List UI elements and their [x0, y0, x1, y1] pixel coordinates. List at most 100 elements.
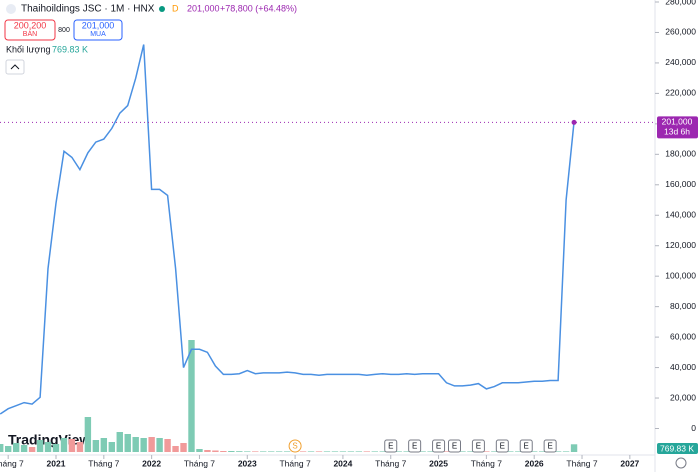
x-tick-label: 2024 — [333, 458, 352, 468]
x-tick-label: Tháng 7 — [471, 458, 502, 468]
volume-bar — [371, 451, 378, 452]
x-tick-label: 2023 — [238, 458, 257, 468]
sell-label: BÁN — [23, 29, 37, 38]
volume-bar — [315, 451, 323, 452]
buy-label: MUA — [90, 31, 106, 38]
volume-bar — [379, 451, 386, 452]
event-icon — [471, 439, 485, 453]
volume-bar — [188, 340, 195, 452]
volume-bar — [531, 451, 538, 452]
y-tick-label: 140,000 — [665, 210, 696, 220]
volume-bar — [220, 451, 227, 452]
volume-bar — [515, 451, 522, 452]
spread: 800 — [58, 27, 70, 34]
volume-bar — [323, 451, 331, 452]
volume-bar — [4, 446, 12, 452]
volume-bar — [100, 438, 108, 452]
volume-bar — [467, 451, 474, 452]
volume-bar — [403, 451, 410, 452]
sell-price: 200,200 — [14, 20, 47, 30]
volume-bar — [260, 451, 267, 452]
volume-bar — [483, 451, 490, 452]
event-label: E — [412, 442, 417, 451]
volume-bar — [124, 434, 131, 452]
y-tick-label: 280,000 — [665, 0, 696, 6]
event-label: E — [476, 442, 481, 451]
y-tick-label: 20,000 — [670, 392, 696, 402]
volume-bar — [44, 442, 52, 452]
x-tick-label: 2027 — [620, 458, 639, 468]
volume-bar — [180, 443, 187, 452]
y-tick-label: 220,000 — [665, 88, 696, 98]
y-tick-label: 80,000 — [670, 301, 696, 311]
volume-bar — [140, 438, 147, 452]
x-tick-label: Tháng 7 — [279, 458, 310, 468]
volume-bar — [172, 446, 179, 452]
header-price: 201,000 — [187, 3, 220, 13]
volume-bar — [92, 440, 100, 452]
event-label: E — [547, 442, 552, 451]
y-tick-label: 100,000 — [665, 270, 696, 280]
volume-bar — [204, 450, 211, 452]
collapse-button[interactable] — [5, 59, 25, 75]
volume-bar — [299, 451, 307, 452]
countdown: 13d 6h — [664, 127, 690, 137]
volume-bar — [108, 442, 115, 452]
y-tick-label: 240,000 — [665, 57, 696, 67]
y-tick-label: 40,000 — [670, 362, 696, 372]
symbol-icon — [6, 4, 16, 14]
event-label: E — [452, 442, 457, 451]
volume-bar — [459, 451, 466, 452]
event-label: S — [292, 442, 297, 451]
y-tick-label: 180,000 — [665, 149, 696, 159]
x-tick-label: Tháng 7 — [184, 458, 215, 468]
volume-bar — [68, 439, 76, 452]
volume-bar — [395, 451, 402, 452]
settings-button[interactable] — [675, 457, 687, 469]
y-tick-label: 160,000 — [665, 179, 696, 189]
volume-header-value: 769.83 K — [52, 44, 88, 54]
last-price-label: 201,000 — [662, 117, 693, 127]
volume-bar — [267, 451, 275, 452]
sell-button[interactable] — [4, 19, 56, 41]
x-tick-label: 2026 — [525, 458, 544, 468]
volume-bar — [562, 451, 570, 452]
x-tick-label: Tháng 7 — [566, 458, 597, 468]
volume-bar — [132, 437, 139, 452]
volume-bar — [419, 451, 426, 452]
y-tick-label: 260,000 — [665, 27, 696, 37]
volume-bar — [331, 451, 339, 452]
interval-badge: D — [172, 3, 179, 13]
volume-tag — [657, 443, 698, 454]
volume-bar — [443, 451, 450, 452]
volume-bar — [275, 451, 283, 452]
event-icon — [519, 439, 533, 453]
volume-bar — [20, 445, 28, 452]
volume-bar — [244, 451, 251, 452]
event-label: E — [500, 442, 505, 451]
event-label: E — [388, 442, 393, 451]
buy-button[interactable] — [73, 19, 123, 41]
volume-bar — [507, 451, 514, 452]
volume-bar — [236, 451, 243, 452]
collapse-icon — [10, 64, 20, 70]
price-line — [0, 44, 575, 415]
volume-bar — [538, 451, 546, 452]
volume-bar — [60, 438, 68, 452]
x-tick-label: 2025 — [429, 458, 448, 468]
x-tick-label: Tháng 7 — [375, 458, 406, 468]
y-tick-label: 0 — [691, 423, 696, 433]
y-tick-label: 60,000 — [670, 331, 696, 341]
event-icon — [543, 439, 557, 453]
volume-bar — [363, 451, 371, 452]
event-icon — [384, 439, 398, 453]
volume-bar — [156, 438, 163, 452]
volume-title: Khối lượng — [6, 44, 50, 54]
buy-price: 201,000 — [82, 20, 115, 30]
last-point — [571, 119, 577, 125]
volume-bar — [148, 437, 155, 452]
header-change: +78,800 (+64.48%) — [220, 3, 297, 13]
volume-bar — [252, 451, 259, 452]
volume-bar — [76, 442, 84, 452]
